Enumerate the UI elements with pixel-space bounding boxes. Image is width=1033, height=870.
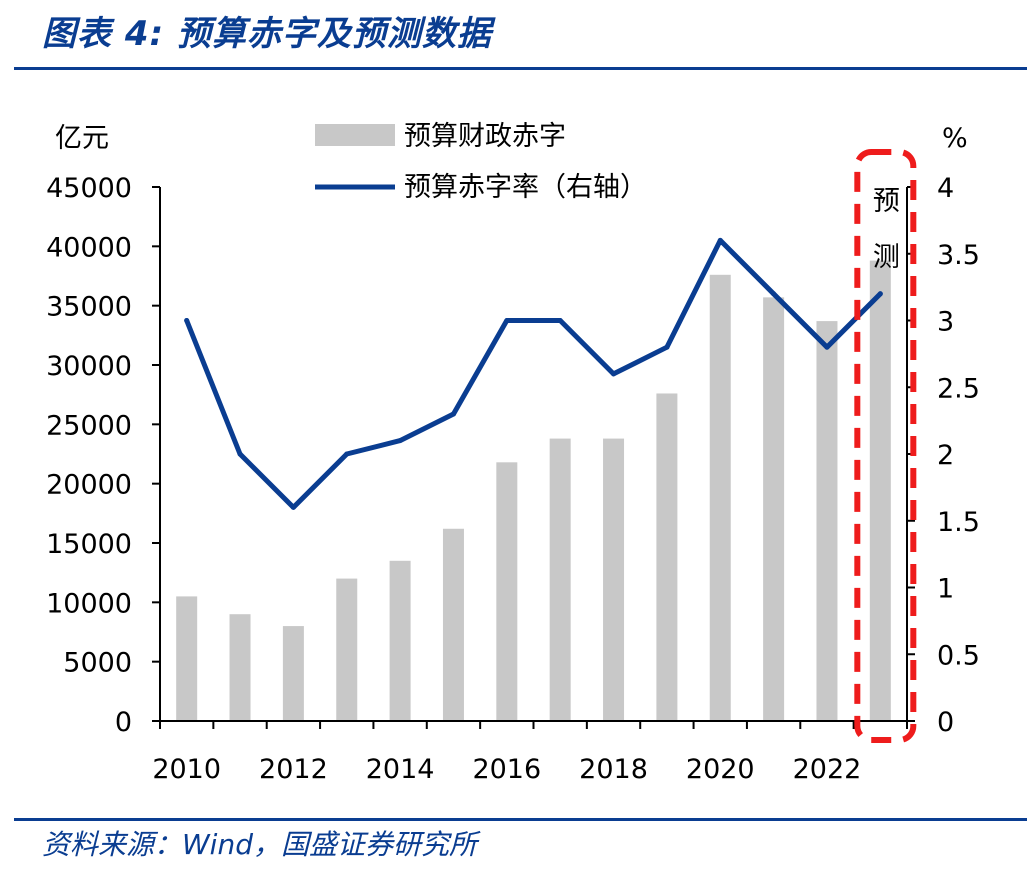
bar-2011 xyxy=(229,614,251,721)
right-tick-label-2.5: 2.5 xyxy=(937,373,980,404)
bar-2018 xyxy=(603,438,625,721)
bar-2013 xyxy=(336,578,358,721)
legend-label-line: 预算赤字率（右轴） xyxy=(404,172,647,203)
right-tick-label-4: 4 xyxy=(937,173,954,204)
bar-2015 xyxy=(442,528,464,721)
deficit-rate-point-2015 xyxy=(450,411,456,417)
deficit-rate-line xyxy=(184,237,883,510)
right-axis-unit: % xyxy=(942,123,968,154)
legend-swatch-bars xyxy=(315,124,395,146)
deficit-rate-point-2014 xyxy=(397,438,403,444)
deficit-rate-point-2010 xyxy=(184,318,190,323)
x-tick-label-2010: 2010 xyxy=(152,754,221,785)
forecast-label-char-2: 测 xyxy=(873,242,900,273)
source-divider xyxy=(14,818,1027,821)
deficit-rate-point-2022 xyxy=(824,344,830,350)
left-tick-label-10000: 10000 xyxy=(46,588,132,619)
right-tick-label-0.5: 0.5 xyxy=(937,640,980,671)
bar-2017 xyxy=(549,438,571,721)
deficit-rate-point-2019 xyxy=(664,344,670,350)
bar-2016 xyxy=(496,462,518,721)
forecast-highlight-box xyxy=(854,149,917,743)
left-tick-label-0: 0 xyxy=(115,707,132,738)
deficit-rate-point-2013 xyxy=(344,451,350,457)
x-tick-label-2014: 2014 xyxy=(366,754,435,785)
x-tick-label-2018: 2018 xyxy=(579,754,648,785)
bar-2010 xyxy=(176,596,198,721)
x-tick-label-2016: 2016 xyxy=(472,754,541,785)
bar-2019 xyxy=(656,393,678,721)
deficit-rate-point-2021 xyxy=(771,291,777,297)
right-tick-label-3: 3 xyxy=(937,307,954,338)
right-tick-label-1.5: 1.5 xyxy=(937,507,980,538)
left-tick-label-25000: 25000 xyxy=(46,410,132,441)
deficit-rate-point-2018 xyxy=(611,371,617,377)
left-tick-label-20000: 20000 xyxy=(46,470,132,501)
left-tick-label-40000: 40000 xyxy=(46,232,132,263)
bar-2020 xyxy=(709,274,731,721)
x-tick-label-2022: 2022 xyxy=(793,754,862,785)
title-divider xyxy=(14,67,1027,70)
legend-label-bars: 预算财政赤字 xyxy=(404,121,566,152)
left-tick-label-30000: 30000 xyxy=(46,351,132,382)
forecast-label-char-1: 预 xyxy=(873,186,900,217)
left-tick-label-35000: 35000 xyxy=(46,292,132,323)
deficit-rate-point-2012 xyxy=(290,504,296,510)
deficit-rate-point-2017 xyxy=(557,318,563,323)
bar-2014 xyxy=(389,560,411,721)
x-tick-label-2012: 2012 xyxy=(259,754,328,785)
bar-2022 xyxy=(816,321,838,721)
source-note: 资料来源：Wind，国盛证券研究所 xyxy=(42,828,477,861)
deficit-rate-point-2016 xyxy=(504,318,510,323)
left-tick-label-5000: 5000 xyxy=(63,648,132,679)
figure-title: 图表 4: 预算赤字及预测数据 xyxy=(42,14,492,54)
left-axis-unit: 亿元 xyxy=(55,123,109,154)
x-tick-label-2020: 2020 xyxy=(686,754,755,785)
bar-2012 xyxy=(282,626,304,721)
right-tick-label-3.5: 3.5 xyxy=(937,240,980,271)
deficit-rate-point-2023 xyxy=(877,291,883,297)
deficit-rate-point-2020 xyxy=(717,237,723,243)
deficit-rate-point-2011 xyxy=(237,451,243,457)
right-tick-label-2: 2 xyxy=(937,440,954,471)
left-tick-label-15000: 15000 xyxy=(46,529,132,560)
right-tick-label-1: 1 xyxy=(937,574,954,605)
bar-2021 xyxy=(763,297,785,721)
right-tick-label-0: 0 xyxy=(937,707,954,738)
bar-2023 xyxy=(869,260,891,721)
left-tick-label-45000: 45000 xyxy=(46,173,132,204)
